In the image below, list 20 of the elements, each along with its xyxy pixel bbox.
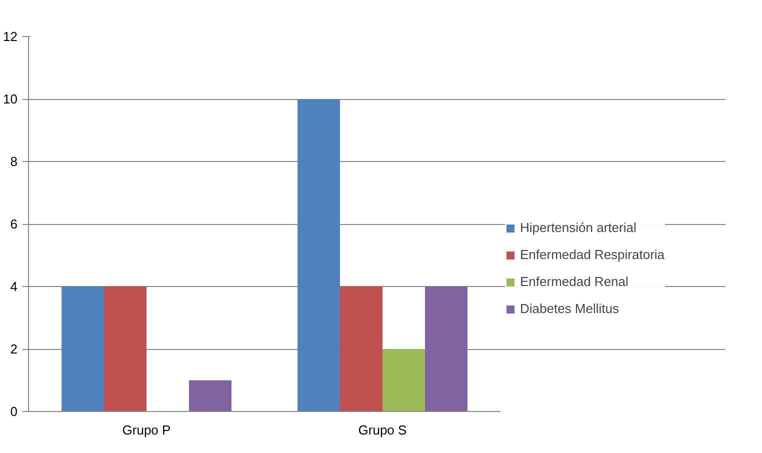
x-tick-label: Grupo S bbox=[358, 422, 408, 438]
bar bbox=[382, 349, 425, 412]
bar bbox=[104, 286, 146, 412]
bar bbox=[424, 286, 468, 412]
legend-label: Hipertensión arterial bbox=[520, 220, 636, 235]
y-tick-label: 8 bbox=[10, 154, 18, 169]
legend-label: Enfermedad Respiratoria bbox=[520, 247, 665, 262]
bar bbox=[62, 286, 104, 412]
y-tick-label: 6 bbox=[10, 216, 18, 232]
y-tick-label: 4 bbox=[10, 279, 18, 294]
bar bbox=[188, 380, 232, 412]
bar bbox=[340, 286, 382, 412]
bar bbox=[298, 99, 340, 412]
x-tick-label: Grupo P bbox=[122, 422, 171, 438]
y-tick-label: 2 bbox=[10, 342, 18, 356]
legend-label: Diabetes Mellitus bbox=[520, 301, 619, 316]
legend-label: Enfermedad Renal bbox=[520, 274, 628, 289]
y-tick-label: 0 bbox=[10, 404, 18, 419]
y-tick-label: 12 bbox=[3, 29, 18, 44]
y-tick-label: 10 bbox=[3, 92, 18, 106]
